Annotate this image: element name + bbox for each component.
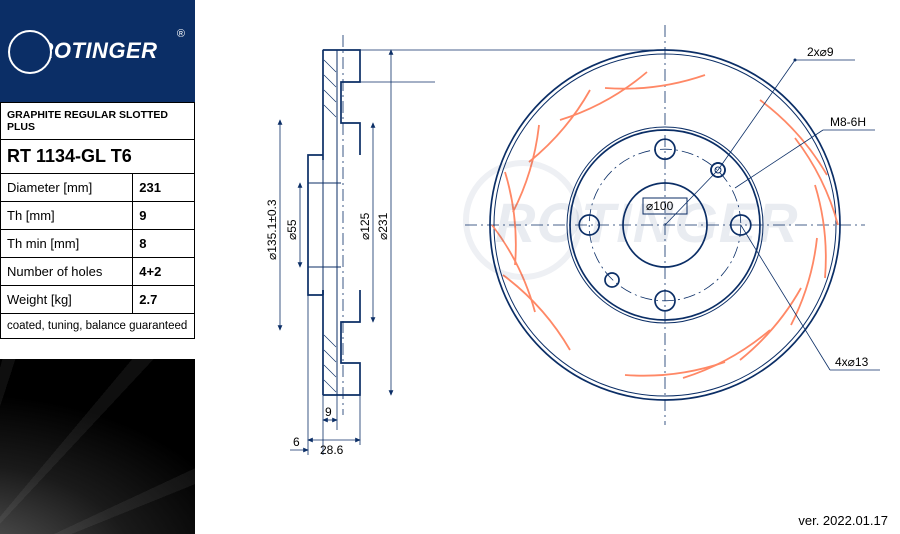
dim-d135: ⌀135.1±0.3 xyxy=(265,199,279,260)
technical-drawing: ROTINGER xyxy=(195,0,900,534)
dim-aux-holes: 2x⌀9 xyxy=(807,45,834,59)
registered-icon: ® xyxy=(177,28,185,40)
logo-ring-icon xyxy=(8,30,52,74)
spec-label: Th [mm] xyxy=(1,202,133,230)
dim-thread: M8-6H xyxy=(830,115,866,129)
sidebar: ROTINGER ® GRAPHITE REGULAR SLOTTED PLUS… xyxy=(0,0,195,534)
brand-logo: ROTINGER ® xyxy=(0,0,195,102)
version-label: ver. 2022.01.17 xyxy=(798,513,888,528)
dim-d125: ⌀125 xyxy=(358,212,372,240)
spec-value: 2.7 xyxy=(133,286,195,314)
spec-label: Weight [kg] xyxy=(1,286,133,314)
part-number: RT 1134-GL T6 xyxy=(1,140,195,174)
brand-name: ROTINGER xyxy=(37,38,157,64)
dim-bolt-holes: 4x⌀13 xyxy=(835,355,869,369)
dim-6: 6 xyxy=(293,435,300,449)
rotor-photo xyxy=(0,359,195,534)
table-row: Diameter [mm]231 xyxy=(1,174,195,202)
product-type: GRAPHITE REGULAR SLOTTED PLUS xyxy=(1,103,195,140)
drawing-svg: ⌀100 2x⌀9 M8-6H 4x⌀13 xyxy=(195,0,900,534)
spec-value: 8 xyxy=(133,230,195,258)
dim-th9: 9 xyxy=(325,405,332,419)
spec-label: Th min [mm] xyxy=(1,230,133,258)
dim-pcd: ⌀100 xyxy=(646,199,674,213)
dim-d55: ⌀55 xyxy=(285,219,299,240)
spec-value: 9 xyxy=(133,202,195,230)
spec-table: GRAPHITE REGULAR SLOTTED PLUS RT 1134-GL… xyxy=(0,102,195,339)
section-view: ⌀231 ⌀125 ⌀55 ⌀135.1±0.3 9 28.6 6 xyxy=(265,35,665,457)
spec-value: 4+2 xyxy=(133,258,195,286)
table-row: Th min [mm]8 xyxy=(1,230,195,258)
table-row: Number of holes4+2 xyxy=(1,258,195,286)
spec-value: 231 xyxy=(133,174,195,202)
table-row: Th [mm]9 xyxy=(1,202,195,230)
spec-label: Diameter [mm] xyxy=(1,174,133,202)
footer-note: coated, tuning, balance guaranteed xyxy=(1,314,195,339)
face-view: ⌀100 2x⌀9 M8-6H 4x⌀13 xyxy=(465,25,880,425)
dim-d231: ⌀231 xyxy=(376,212,390,240)
spec-label: Number of holes xyxy=(1,258,133,286)
table-row: Weight [kg]2.7 xyxy=(1,286,195,314)
